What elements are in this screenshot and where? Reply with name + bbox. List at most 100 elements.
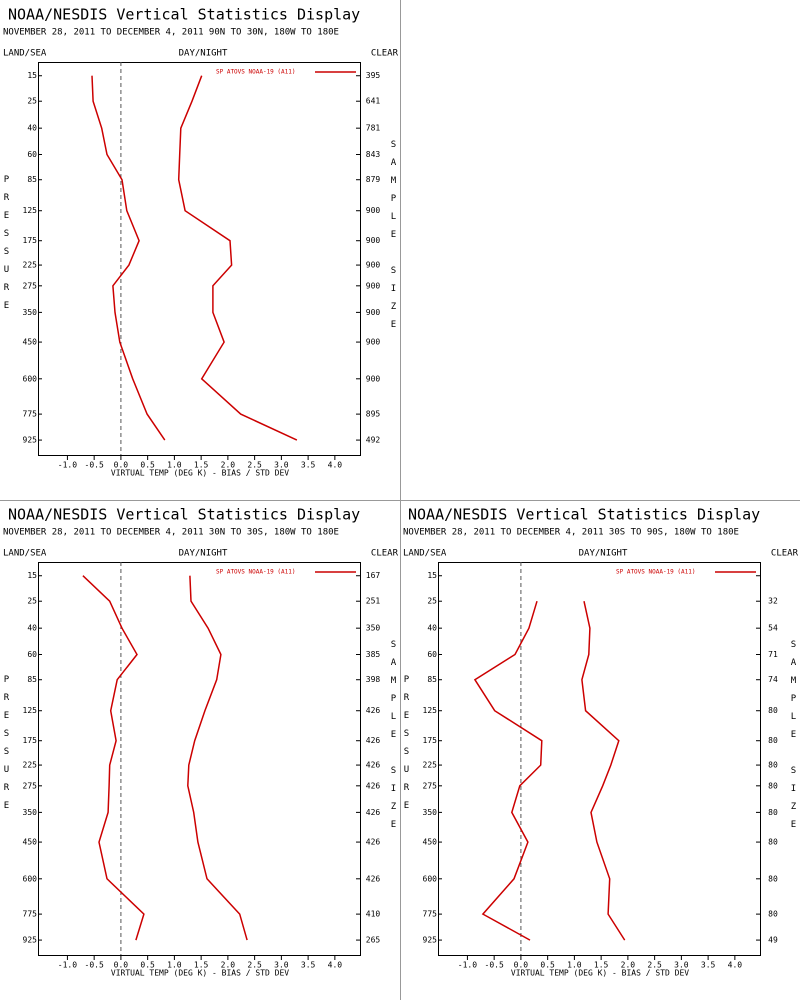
y-tick-label: 40 bbox=[27, 624, 37, 633]
sample-size-label: 426 bbox=[366, 761, 381, 770]
sample-size-label: 32 bbox=[768, 597, 778, 606]
y-tick-label: 350 bbox=[423, 808, 438, 817]
y-tick-label: 275 bbox=[23, 281, 38, 290]
x-tick-label: 2.0 bbox=[221, 961, 236, 970]
sample-size-label: 74 bbox=[768, 675, 778, 684]
sample-size-label: 781 bbox=[366, 124, 381, 133]
y-tick-label: 25 bbox=[27, 97, 37, 106]
x-tick-label: 0.5 bbox=[140, 961, 155, 970]
x-tick-label: 3.5 bbox=[701, 961, 716, 970]
x-tick-label: 3.0 bbox=[274, 961, 289, 970]
y-tick-label: 15 bbox=[27, 571, 37, 580]
y-tick-label: 125 bbox=[423, 706, 438, 715]
sample-size-label: 80 bbox=[768, 761, 778, 770]
header-left: LAND/SEA bbox=[403, 549, 447, 559]
profile-line bbox=[187, 575, 248, 941]
y-tick-label: 925 bbox=[23, 436, 38, 445]
y-tick-label: 225 bbox=[423, 761, 438, 770]
x-tick-label: 1.5 bbox=[194, 461, 209, 470]
y2-axis-label: SAMPLE SIZE bbox=[389, 140, 399, 338]
y-tick-label: 40 bbox=[427, 624, 437, 633]
x-tick-label: -1.0 bbox=[458, 961, 477, 970]
y-tick-label: 450 bbox=[423, 838, 438, 847]
y-tick-label: 85 bbox=[427, 675, 437, 684]
plot-frame bbox=[38, 562, 361, 956]
sample-size-label: 80 bbox=[768, 706, 778, 715]
sample-size-label: 410 bbox=[366, 910, 381, 919]
profile-line bbox=[82, 575, 145, 941]
sample-size-label: 80 bbox=[768, 808, 778, 817]
y-tick-label: 925 bbox=[23, 936, 38, 945]
y-tick-label: 350 bbox=[23, 308, 38, 317]
panel: NOAA/NESDIS Vertical Statistics Display N… bbox=[2, 506, 399, 978]
sample-size-label: 426 bbox=[366, 736, 381, 745]
sample-size-label: 900 bbox=[366, 281, 381, 290]
y-tick-label: 175 bbox=[423, 736, 438, 745]
x-tick-label: 1.0 bbox=[167, 961, 182, 970]
subtitle: NOVEMBER 28, 2011 TO DECEMBER 4, 2011 30… bbox=[3, 528, 339, 538]
y-axis-label: PRESSURE bbox=[2, 675, 12, 819]
sample-size-label: 80 bbox=[768, 736, 778, 745]
sample-size-label: 385 bbox=[366, 650, 381, 659]
y-tick-label: 125 bbox=[23, 206, 38, 215]
sample-size-label: 395 bbox=[366, 71, 381, 80]
x-tick-label: -1.0 bbox=[58, 461, 77, 470]
sample-size-label: 641 bbox=[366, 97, 381, 106]
subtitle: NOVEMBER 28, 2011 TO DECEMBER 4, 2011 90… bbox=[3, 28, 339, 38]
title: NOAA/NESDIS Vertical Statistics Display bbox=[8, 6, 360, 24]
x-tick-label: 2.0 bbox=[221, 461, 236, 470]
y-tick-label: 125 bbox=[23, 706, 38, 715]
y-tick-label: 775 bbox=[423, 910, 438, 919]
y-tick-label: 60 bbox=[27, 650, 37, 659]
sample-size-label: 900 bbox=[366, 308, 381, 317]
y-tick-label: 15 bbox=[427, 571, 437, 580]
x-tick-label: 2.0 bbox=[621, 961, 636, 970]
y-tick-label: 225 bbox=[23, 261, 38, 270]
x-axis-label: VIRTUAL TEMP (DEG K) - BIAS / STD DEV bbox=[111, 969, 289, 978]
sample-size-label: 167 bbox=[366, 571, 381, 580]
y-axis-label: PRESSURE bbox=[2, 175, 12, 319]
header-right: CLEAR bbox=[371, 49, 399, 59]
header-left: LAND/SEA bbox=[3, 549, 47, 559]
x-tick-label: 3.5 bbox=[301, 961, 316, 970]
x-tick-label: -0.5 bbox=[485, 961, 504, 970]
y-tick-label: 40 bbox=[27, 124, 37, 133]
y-tick-label: 775 bbox=[23, 410, 38, 419]
y-axis-label: PRESSURE bbox=[402, 675, 412, 819]
x-tick-label: 0.0 bbox=[514, 961, 529, 970]
sample-size-label: 54 bbox=[768, 624, 778, 633]
header-right: CLEAR bbox=[371, 549, 399, 559]
x-tick-label: 2.5 bbox=[247, 461, 262, 470]
sample-size-label: 251 bbox=[366, 597, 381, 606]
y-tick-label: 600 bbox=[423, 874, 438, 883]
sample-size-label: 80 bbox=[768, 838, 778, 847]
x-tick-label: 2.5 bbox=[247, 961, 262, 970]
y-tick-label: 450 bbox=[23, 838, 38, 847]
x-tick-label: -0.5 bbox=[85, 961, 104, 970]
y-tick-label: 175 bbox=[23, 236, 38, 245]
y2-axis-label: SAMPLE SIZE bbox=[389, 640, 399, 838]
y-tick-label: 600 bbox=[23, 874, 38, 883]
x-tick-label: 1.5 bbox=[594, 961, 609, 970]
y-tick-label: 350 bbox=[23, 808, 38, 817]
legend-label: SP ATOVS NOAA-19 (A11) bbox=[616, 569, 695, 576]
y-tick-label: 60 bbox=[427, 650, 437, 659]
sample-size-label: 492 bbox=[366, 436, 381, 445]
y-tick-label: 600 bbox=[23, 374, 38, 383]
sample-size-label: 900 bbox=[366, 338, 381, 347]
sample-size-label: 426 bbox=[366, 838, 381, 847]
x-tick-label: 3.0 bbox=[274, 461, 289, 470]
profile-line bbox=[473, 600, 543, 941]
x-tick-label: 0.0 bbox=[114, 461, 129, 470]
y-tick-label: 85 bbox=[27, 175, 37, 184]
plot-frame bbox=[38, 62, 361, 456]
y-tick-label: 450 bbox=[23, 338, 38, 347]
x-tick-label: -0.5 bbox=[85, 461, 104, 470]
y-tick-label: 275 bbox=[423, 781, 438, 790]
sample-size-label: 426 bbox=[366, 808, 381, 817]
x-tick-label: 0.0 bbox=[114, 961, 129, 970]
sample-size-label: 426 bbox=[366, 706, 381, 715]
y-tick-label: 15 bbox=[27, 71, 37, 80]
sample-size-label: 49 bbox=[768, 936, 778, 945]
header-center: DAY/NIGHT bbox=[179, 549, 228, 559]
